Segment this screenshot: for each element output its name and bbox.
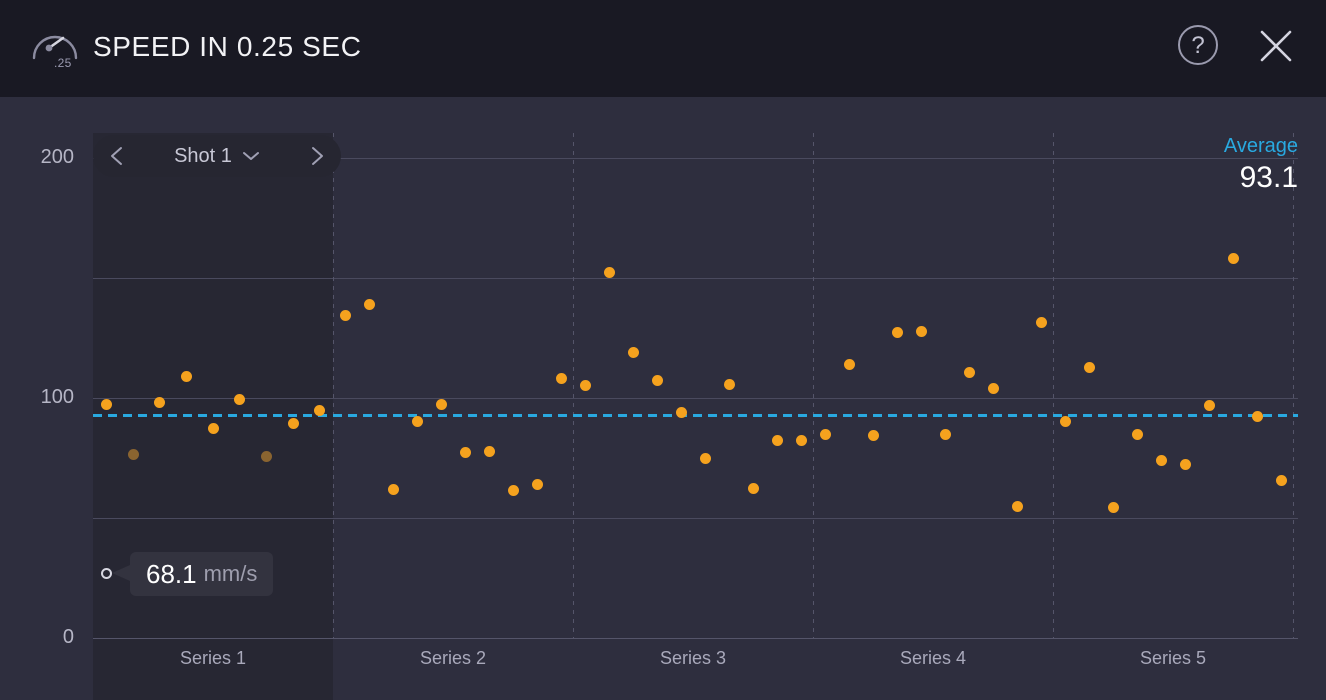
x-axis-line (93, 638, 1298, 639)
data-point[interactable] (234, 394, 246, 406)
tooltip-unit: mm/s (203, 561, 258, 586)
chevron-left-icon (111, 147, 122, 165)
data-point[interactable] (1155, 455, 1167, 467)
data-point[interactable] (1275, 474, 1287, 486)
close-button[interactable] (1256, 26, 1296, 66)
average-line (93, 413, 1298, 417)
data-point[interactable] (435, 398, 447, 410)
data-point[interactable] (795, 434, 807, 446)
data-point[interactable] (603, 266, 615, 278)
shot-dropdown[interactable]: Shot 1 (174, 145, 260, 168)
x-label-series-3: Series 3 (659, 648, 727, 668)
data-point[interactable] (339, 310, 351, 322)
data-point[interactable] (867, 430, 879, 442)
data-point[interactable] (314, 405, 326, 417)
y-tick-100: 100 (40, 386, 74, 408)
data-point[interactable] (1227, 252, 1239, 264)
selected-point-marker (101, 568, 112, 579)
chevron-right-icon (311, 147, 323, 165)
data-point[interactable] (1059, 415, 1071, 427)
data-point[interactable] (483, 445, 495, 457)
data-point[interactable] (651, 374, 663, 386)
svg-text:?: ? (1191, 32, 1204, 59)
data-point[interactable] (579, 379, 591, 391)
data-point[interactable] (127, 449, 139, 461)
close-icon (1260, 30, 1292, 62)
data-point[interactable] (1035, 317, 1047, 329)
help-circle-icon: ? (1178, 25, 1218, 65)
data-point[interactable] (555, 372, 567, 384)
series-divider-3 (813, 133, 814, 638)
data-point[interactable] (747, 482, 759, 494)
data-point[interactable] (207, 423, 219, 435)
data-point[interactable] (507, 485, 519, 497)
y-tick-0: 0 (62, 626, 74, 648)
x-label-series-5: Series 5 (1139, 648, 1207, 668)
data-point[interactable] (1083, 361, 1095, 373)
x-label-series-2: Series 2 (419, 648, 487, 668)
gridline-100 (93, 398, 1298, 399)
data-point[interactable] (675, 407, 687, 419)
data-point[interactable] (987, 383, 999, 395)
series-divider-2 (573, 133, 574, 638)
data-point[interactable] (154, 396, 166, 408)
data-point[interactable] (1107, 502, 1119, 514)
tooltip-pointer (112, 565, 130, 581)
data-point[interactable] (915, 325, 927, 337)
data-point[interactable] (891, 326, 903, 338)
help-button[interactable]: ? (1176, 23, 1220, 67)
data-point[interactable] (411, 415, 423, 427)
data-point[interactable] (819, 428, 831, 440)
data-point[interactable] (843, 359, 855, 371)
data-point[interactable] (260, 450, 272, 462)
x-label-series-1: Series 1 (179, 648, 247, 668)
data-point[interactable] (939, 429, 951, 441)
data-point[interactable] (1131, 429, 1143, 441)
y-tick-200: 200 (40, 146, 74, 168)
data-point[interactable] (180, 371, 192, 383)
data-point[interactable] (100, 398, 112, 410)
speedometer-icon: .25 (30, 22, 80, 74)
data-point[interactable] (627, 347, 639, 359)
data-point[interactable] (1179, 458, 1191, 470)
x-label-series-4: Series 4 (899, 648, 967, 668)
shot-next-button[interactable] (303, 143, 329, 169)
average-value: 93.1 (1239, 161, 1298, 194)
average-readout: Average 93.1 (1224, 133, 1298, 197)
shot-prev-button[interactable] (105, 143, 131, 169)
value-tooltip: 68.1 mm/s (130, 552, 274, 596)
gridline-200 (93, 158, 1298, 159)
data-point[interactable] (699, 452, 711, 464)
data-point[interactable] (363, 299, 375, 311)
shot-label: Shot 1 (174, 144, 232, 167)
data-point[interactable] (387, 484, 399, 496)
data-point[interactable] (723, 378, 735, 390)
tooltip-value: 68.1 (146, 558, 197, 589)
gauge-label: .25 (54, 56, 72, 70)
data-point[interactable] (1011, 501, 1023, 513)
series-divider-5 (1293, 133, 1294, 638)
gridline-150 (93, 278, 1298, 279)
data-point[interactable] (771, 434, 783, 446)
series-divider-4 (1053, 133, 1054, 638)
page-title: SPEED IN 0.25 SEC (93, 31, 362, 62)
chart-area: 200 100 0 Average 93.1 Shot 1 (0, 97, 1326, 700)
average-label: Average (1223, 135, 1298, 157)
data-point[interactable] (1251, 411, 1263, 423)
chevron-down-icon (242, 152, 259, 160)
data-point[interactable] (531, 479, 543, 491)
shot-selector[interactable]: Shot 1 (93, 135, 341, 177)
data-point[interactable] (287, 418, 299, 430)
data-point[interactable] (963, 366, 975, 378)
data-point[interactable] (1203, 400, 1215, 412)
data-point[interactable] (459, 446, 471, 458)
window-header: .25 SPEED IN 0.25 SEC ? (0, 0, 1326, 97)
gridline-50 (93, 518, 1298, 519)
series-divider-1 (333, 133, 334, 638)
